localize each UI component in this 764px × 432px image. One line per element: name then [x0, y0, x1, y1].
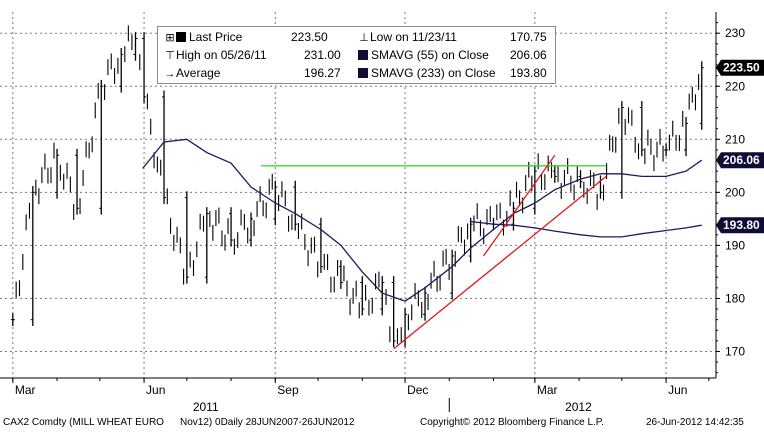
legend-sma233: SMAVG (233) on Close: [358, 65, 496, 81]
legend-sma233-label: SMAVG (233) on Close: [371, 66, 496, 80]
series-line: [142, 138, 703, 302]
series-line: [470, 220, 702, 238]
series-line: [393, 175, 607, 350]
x-tick-label: Mar: [537, 383, 558, 397]
x-tick-label: Dec: [407, 383, 428, 397]
average-line-icon: →: [164, 68, 176, 80]
y-tick-label: 170: [725, 344, 745, 358]
legend-average: →Average: [164, 65, 221, 81]
footer-contract: Nov12) 0Daily 28JUN2007-26JUN2012: [180, 417, 355, 428]
y-tick-label: 200: [725, 185, 745, 199]
legend-sma55: SMAVG (55) on Close: [358, 47, 489, 63]
y-tick-label: 210: [725, 132, 745, 146]
legend-sma55-value: 206.06: [510, 48, 547, 62]
high-marker-icon: ⊤: [165, 50, 175, 62]
low-marker-icon: ⊥: [359, 32, 369, 44]
plot-area: [10, 25, 704, 350]
footer-copyright: Copyright© 2012 Bloomberg Finance L.P.: [420, 417, 604, 428]
legend-last-price-label: Last Price: [189, 30, 243, 44]
current-value-label: 193.80: [716, 217, 764, 234]
y-tick-label: 190: [725, 238, 745, 252]
current-value-text: 193.80: [723, 218, 760, 232]
chart-legend: ⊞ Last Price 223.50 ⊥Low on 11/23/11 170.…: [157, 26, 556, 84]
legend-low-value: 170.75: [510, 30, 547, 44]
footer-ticker: CAX2 Comdty (MILL WHEAT EURO: [3, 417, 164, 428]
legend-high-label: High on 05/26/11: [176, 48, 267, 62]
x-tick-label: Mar: [15, 383, 36, 397]
y-axis: 170 180 190 200 210 220 230 223.50 206.06 193.80: [715, 12, 764, 378]
legend-sma55-label: SMAVG (55) on Close: [371, 48, 489, 62]
x-tick-label: Jun: [146, 383, 165, 397]
legend-high-value: 231.00: [304, 48, 341, 62]
legend-average-value: 196.27: [304, 66, 341, 80]
y-tick-label: 220: [725, 79, 745, 93]
legend-low: ⊥Low on 11/23/11: [358, 29, 457, 45]
last-price-swatch: [176, 32, 186, 42]
x-year-label: 2012: [565, 400, 592, 414]
legend-low-label: Low on 11/23/11: [370, 30, 457, 44]
legend-last-price-value: 223.50: [291, 30, 328, 44]
x-tick-label: Sep: [277, 383, 299, 397]
x-tick-label: Jun: [668, 383, 687, 397]
sma55-swatch: [358, 50, 368, 60]
y-tick-label: 180: [725, 291, 745, 305]
current-value-text: 223.50: [723, 61, 760, 75]
legend-last-price: ⊞ Last Price: [164, 29, 242, 45]
x-year-label: 2011: [193, 400, 219, 414]
legend-average-label: Average: [176, 66, 221, 80]
current-value-tag: [716, 152, 764, 169]
series-line: [482, 154, 556, 257]
legend-sma233-value: 193.80: [510, 66, 547, 80]
current-value-text: 206.06: [723, 153, 760, 167]
current-value-label: 206.06: [716, 152, 764, 169]
chart-footer: CAX2 Comdty (MILL WHEAT EURO Nov12) 0Dai…: [0, 413, 764, 432]
ohlc-bar-icon: ⊞: [165, 32, 175, 44]
sma233-swatch: [358, 68, 368, 78]
current-value-label: 223.50: [716, 59, 764, 76]
current-value-tag: [716, 217, 764, 234]
x-axis: Mar Jun Sep Dec Mar Jun 2011 2012: [0, 377, 716, 414]
footer-timestamp: 26-Jun-2012 14:42:35: [646, 417, 744, 428]
y-tick-label: 230: [725, 26, 745, 40]
legend-high: ⊤High on 05/26/11: [164, 47, 267, 63]
current-value-tag: [716, 59, 764, 76]
